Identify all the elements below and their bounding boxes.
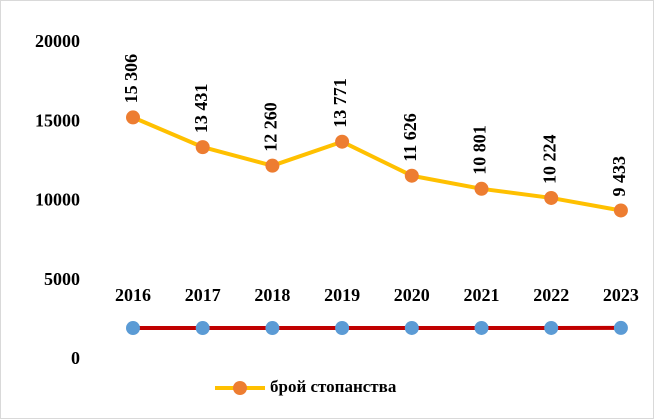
data-label: 12 260 <box>261 102 281 152</box>
data-label: 9 433 <box>609 156 629 197</box>
y-tick-label: 15000 <box>35 110 80 130</box>
marker <box>544 190 559 205</box>
marker <box>195 321 210 336</box>
data-label: 2017 <box>185 285 221 305</box>
data-label: 2019 <box>324 285 360 305</box>
marker <box>265 158 280 173</box>
marker <box>474 181 489 196</box>
data-label: 10 801 <box>470 125 490 175</box>
marker <box>613 203 628 218</box>
data-label: 2018 <box>254 285 290 305</box>
y-tick-label: 10000 <box>35 190 80 210</box>
data-label: 2020 <box>394 285 430 305</box>
y-tick-label: 20000 <box>35 31 80 51</box>
series-line <box>132 115 622 213</box>
data-label: 2016 <box>115 285 151 305</box>
marker <box>126 321 140 336</box>
y-tick-label: 5000 <box>44 269 80 289</box>
marker <box>404 168 419 183</box>
marker <box>195 140 210 155</box>
data-label: 2023 <box>603 285 639 305</box>
data-label: 15 306 <box>121 54 141 104</box>
data-label: 2021 <box>464 285 500 305</box>
legend-marker <box>233 381 247 395</box>
marker <box>474 320 489 335</box>
y-tick-label: 0 <box>71 348 80 368</box>
marker <box>265 321 280 336</box>
marker <box>544 320 559 335</box>
data-label: 13 431 <box>191 84 211 134</box>
data-label: 10 224 <box>539 134 559 184</box>
data-label: 13 771 <box>330 78 350 128</box>
marker <box>404 320 419 335</box>
marker <box>335 320 350 335</box>
marker <box>335 134 350 149</box>
marker <box>126 110 140 125</box>
data-label: 11 626 <box>400 113 420 162</box>
marker <box>613 320 628 335</box>
data-label: 2022 <box>533 285 569 305</box>
legend-label: брой стопанства <box>270 377 397 396</box>
